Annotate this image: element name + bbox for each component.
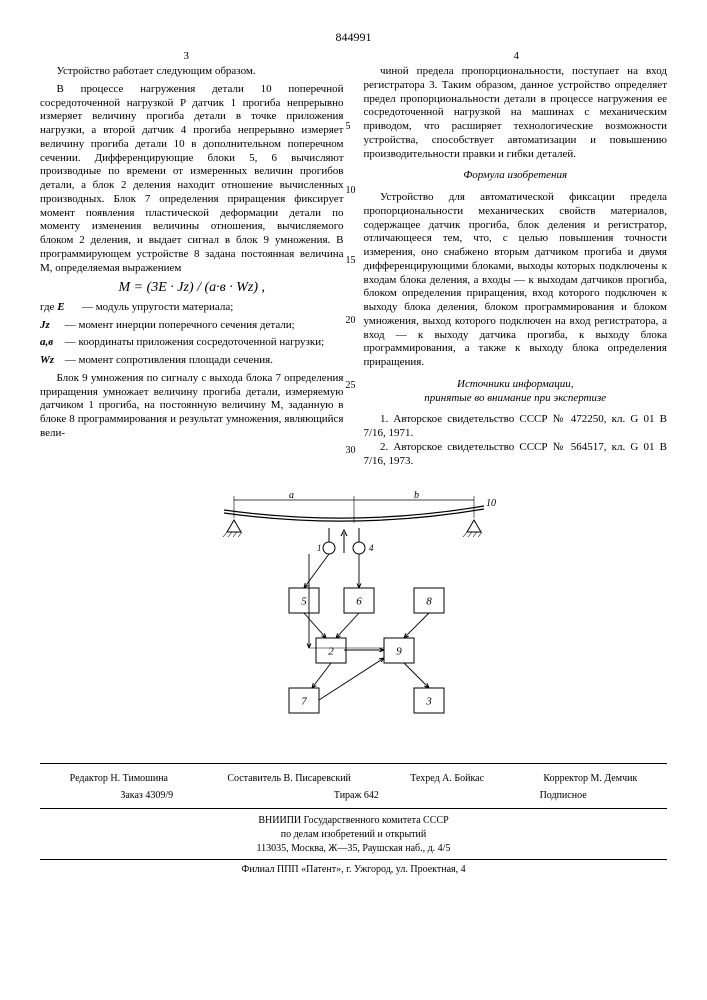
where-line: Jz — момент инерции поперечного сечения … — [40, 319, 344, 333]
right-column: чиной предела пропорциональности, поступ… — [364, 65, 668, 468]
patent-number: 844991 — [40, 30, 667, 45]
svg-text:1: 1 — [317, 543, 322, 553]
svg-text:10: 10 — [486, 498, 496, 509]
sub: Подписное — [540, 789, 587, 803]
svg-text:3: 3 — [425, 696, 432, 708]
addr-line: Филиал ППП «Патент», г. Ужгород, ул. Про… — [40, 859, 667, 877]
org-line: ВНИИПИ Государственного комитета СССР — [40, 814, 667, 828]
paragraph: В процессе нагружения детали 10 поперечн… — [40, 83, 344, 276]
footer-role: Техред А. Бойкас — [410, 772, 484, 786]
line-mark: 30 — [346, 445, 356, 458]
line-mark: 25 — [346, 380, 356, 393]
line-mark: 20 — [346, 315, 356, 328]
where-line: Wz — момент сопротивления площади сечени… — [40, 354, 344, 368]
sources: 1. Авторское свидетельство СССР № 472250… — [364, 413, 668, 468]
paragraph: Устройство работает следующим образом. — [40, 65, 344, 79]
svg-text:2: 2 — [328, 646, 334, 658]
svg-text:9: 9 — [396, 646, 402, 658]
col-number-right: 4 — [514, 50, 520, 64]
source-item: 1. Авторское свидетельство СССР № 472250… — [364, 413, 668, 441]
left-column: Устройство работает следующим образом. В… — [40, 65, 344, 468]
footer-role: Корректор М. Демчик — [543, 772, 637, 786]
svg-text:b: b — [414, 490, 419, 501]
block-diagram: 10 a b 1 4 5 6 8 2 9 7 3 — [40, 488, 667, 748]
org-line: по делам изобретений и открытий — [40, 828, 667, 842]
footer: Редактор Н. Тимошина Составитель В. Писар… — [40, 763, 667, 877]
source-item: 2. Авторское свидетельство СССР № 564517… — [364, 441, 668, 469]
line-mark: 15 — [346, 255, 356, 268]
svg-text:4: 4 — [369, 543, 374, 553]
line-mark: 5 — [346, 121, 351, 134]
footer-role: Редактор Н. Тимошина — [70, 772, 168, 786]
where-line: a,в — координаты приложения сосредоточен… — [40, 336, 344, 350]
col-number-left: 3 — [184, 50, 190, 64]
svg-text:a: a — [289, 490, 294, 501]
section-title: Формула изобретения — [364, 169, 668, 183]
diagram-svg: 10 a b 1 4 5 6 8 2 9 7 3 — [194, 488, 514, 748]
svg-text:6: 6 — [356, 596, 362, 608]
addr-line: 113035, Москва, Ж—35, Раушская наб., д. … — [40, 842, 667, 856]
footer-role: Составитель В. Писаревский — [227, 772, 351, 786]
line-mark: 10 — [346, 185, 356, 198]
tirage: Тираж 642 — [334, 789, 379, 803]
order: Заказ 4309/9 — [120, 789, 173, 803]
where-line: где E — модуль упругости материала; — [40, 301, 344, 315]
svg-text:8: 8 — [426, 596, 432, 608]
svg-text:7: 7 — [301, 696, 307, 708]
svg-text:5: 5 — [301, 596, 307, 608]
paragraph: Блок 9 умножения по сигналу с выхода бло… — [40, 372, 344, 441]
sources-title: Источники информации, принятые во вниман… — [364, 378, 668, 406]
formula: M = (3E · Jz) / (a·в · Wz) , — [40, 279, 344, 297]
paragraph: Устройство для автоматической фиксации п… — [364, 191, 668, 370]
paragraph: чиной предела пропорциональности, поступ… — [364, 65, 668, 161]
